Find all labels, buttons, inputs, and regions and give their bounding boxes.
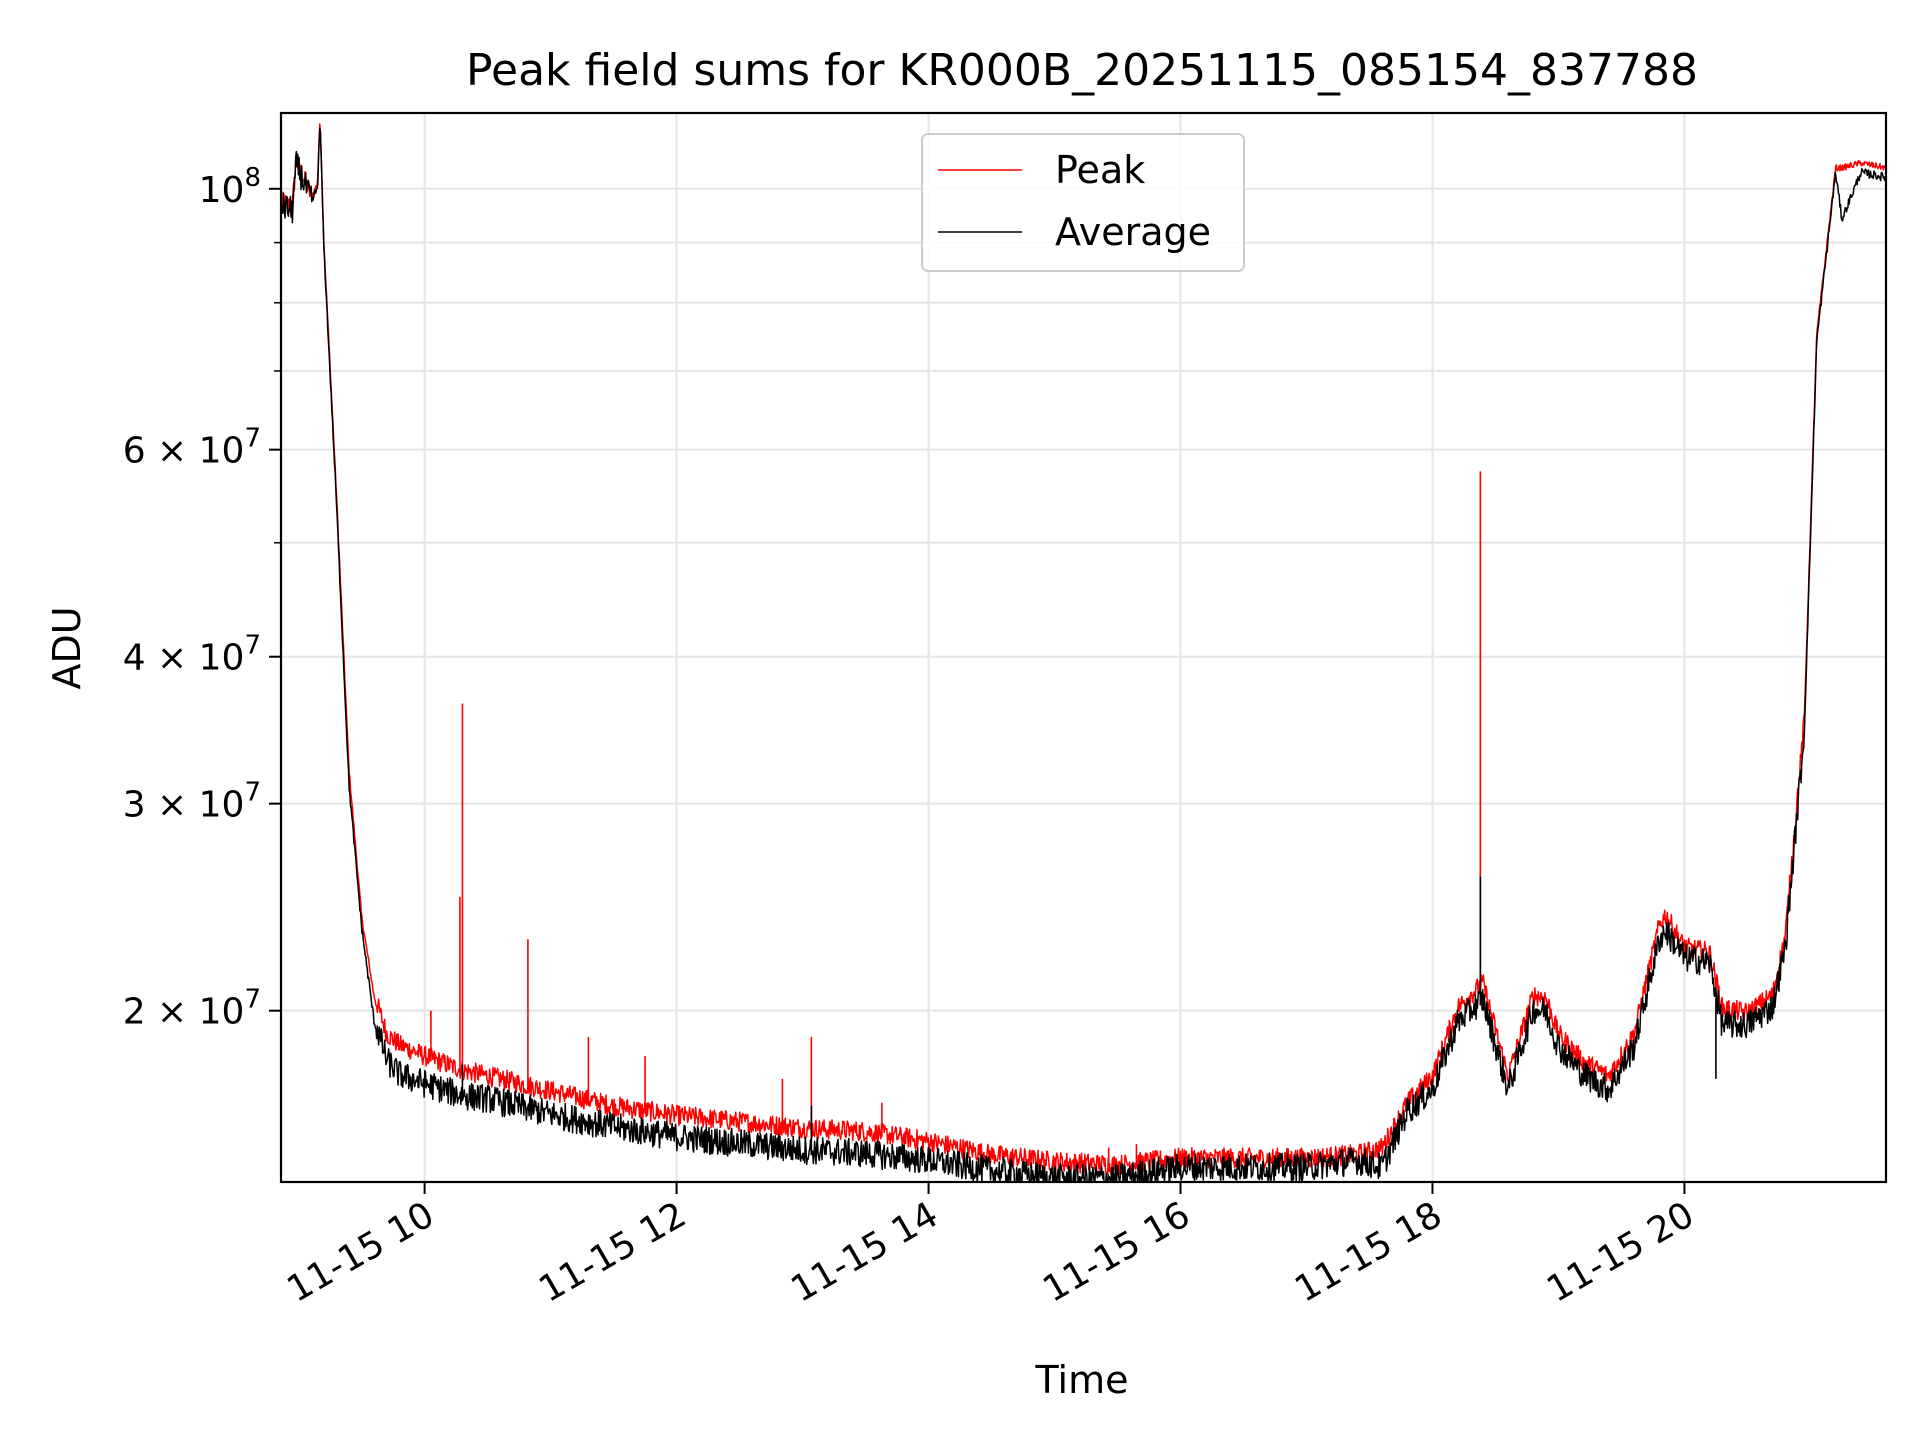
y-tick-label: 4 × 107 [123, 631, 261, 679]
y-tick-label: 2 × 107 [123, 985, 261, 1033]
y-axis: 108 6 × 107 4 × 107 3 × 107 2 × 107 [123, 163, 281, 1033]
legend-label-average: Average [1055, 210, 1211, 254]
legend-label-peak: Peak [1055, 148, 1145, 192]
series-layer [281, 123, 1886, 1182]
chart-title: Peak field sums for KR000B_20251115_0851… [466, 45, 1698, 96]
grid [281, 113, 1886, 1182]
series-line-peak [281, 123, 1886, 1176]
legend: Peak Average [921, 133, 1245, 272]
legend-box [921, 133, 1245, 272]
y-tick-label: 6 × 107 [123, 424, 261, 472]
series-line-average [281, 127, 1886, 1182]
y-tick-label: 108 [199, 163, 261, 211]
y-axis-label: ADU [45, 606, 89, 689]
x-axis-label: Time [1035, 1358, 1129, 1402]
plot-frame [279, 111, 1888, 1184]
y-tick-label: 3 × 107 [123, 778, 261, 826]
